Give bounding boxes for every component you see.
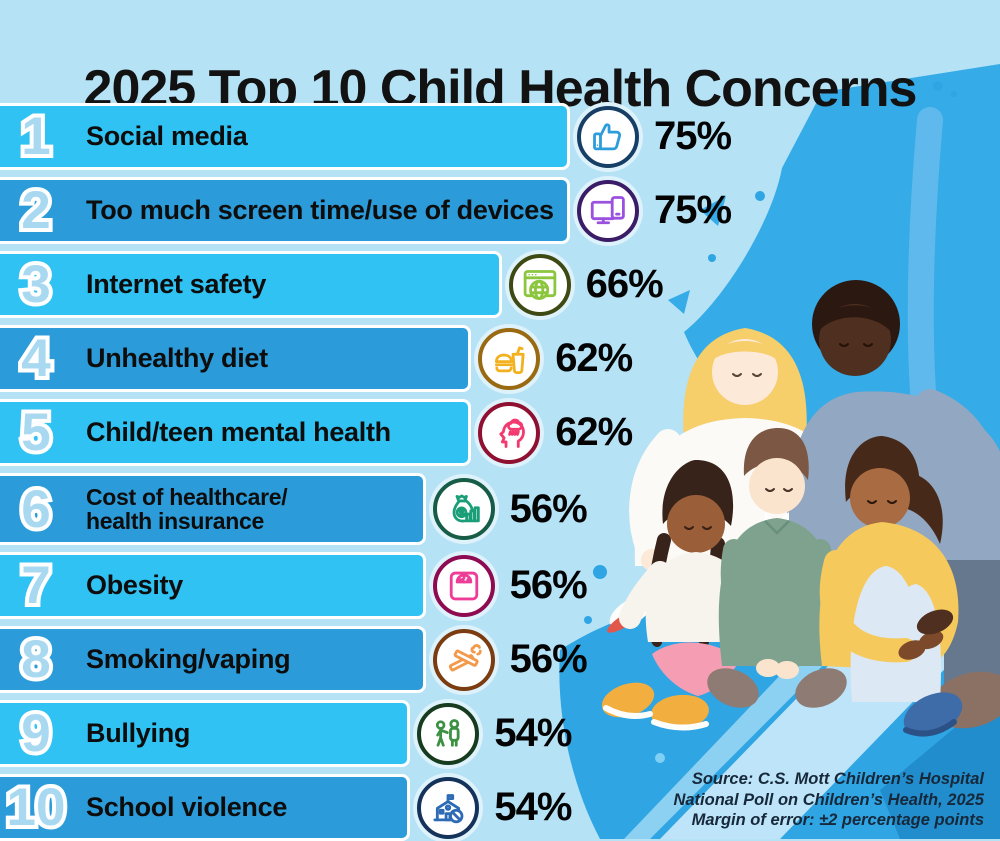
boy-green-sweater bbox=[707, 428, 847, 708]
percent-value: 75% bbox=[654, 188, 732, 232]
concerns-list: 1 1 Social media 75% 2 2 Too much screen time/… bbox=[0, 103, 1000, 841]
concern-bar: 10 10 School violence bbox=[0, 774, 411, 841]
concern-bar: 5 5 Child/teen mental health bbox=[0, 399, 472, 466]
percent-value: 54% bbox=[494, 711, 572, 755]
percent-value: 62% bbox=[555, 410, 633, 454]
concern-label: Child/teen mental health bbox=[86, 417, 391, 448]
concern-label: Bullying bbox=[86, 718, 191, 749]
concern-row: 2 2 Too much screen time/use of devices 75% bbox=[0, 177, 1000, 244]
source-line-2: National Poll on Children’s Health, 2025 bbox=[673, 790, 984, 809]
concern-label: Social media bbox=[86, 121, 248, 152]
source-attribution: Source: C.S. Mott Children’s Hospital Na… bbox=[673, 769, 984, 831]
healthcare-cost-icon bbox=[432, 478, 495, 540]
concern-bar: 1 1 Social media bbox=[0, 103, 570, 170]
concern-label: Unhealthy diet bbox=[86, 343, 268, 374]
weight-scale-icon bbox=[432, 554, 495, 617]
percent-value: 54% bbox=[494, 785, 572, 829]
concern-row: 1 1 Social media 75% bbox=[0, 103, 1000, 170]
concern-label: Obesity bbox=[86, 570, 183, 601]
concern-row: 3 3 Internet safety 66% bbox=[0, 251, 1000, 318]
source-line-3: Margin of error: ±2 percentage points bbox=[691, 811, 984, 830]
concern-label: School violence bbox=[86, 792, 288, 823]
concern-row: 7 7 Obesity 56% bbox=[0, 552, 1000, 619]
concern-row: 8 8 Smoking/vaping 56% bbox=[0, 626, 1000, 693]
girl-yellow-sweater bbox=[819, 436, 963, 737]
concern-row: 4 4 Unhealthy diet 62% bbox=[0, 325, 1000, 392]
percent-value: 75% bbox=[654, 114, 732, 158]
percent-value: 62% bbox=[555, 336, 633, 380]
devices-icon bbox=[577, 179, 639, 242]
concern-bar: 8 8 Smoking/vaping bbox=[0, 626, 426, 693]
bullying-icon bbox=[417, 702, 480, 765]
concern-bar: 4 4 Unhealthy diet bbox=[0, 325, 472, 392]
girl-with-braids bbox=[601, 460, 748, 731]
percent-value: 66% bbox=[585, 262, 664, 306]
concern-label: Internet safety bbox=[86, 269, 267, 300]
concern-bar: 6 6 Cost of healthcare/health insurance bbox=[0, 473, 426, 545]
percent-value: 56% bbox=[509, 563, 588, 607]
concern-row: 5 5 Child/teen mental health 62% bbox=[0, 399, 1000, 466]
concern-row: 6 6 Cost of healthcare/health insurance 56% bbox=[0, 473, 1000, 545]
children-figures bbox=[601, 280, 1000, 737]
mental-health-icon bbox=[478, 401, 541, 464]
source-line-1: Source: C.S. Mott Children’s Hospital bbox=[691, 770, 984, 789]
percent-value: 56% bbox=[509, 637, 588, 681]
smoking-vaping-icon bbox=[432, 628, 495, 691]
concern-bar: 9 9 Bullying bbox=[0, 700, 411, 767]
concern-bar: 2 2 Too much screen time/use of devices bbox=[0, 177, 570, 244]
fast-food-icon bbox=[478, 327, 541, 390]
concern-row: 9 9 Bullying 54% bbox=[0, 700, 1000, 767]
thumbs-up-icon bbox=[577, 105, 639, 168]
internet-safety-icon bbox=[508, 253, 571, 316]
percent-value: 56% bbox=[509, 486, 588, 531]
concern-label: Cost of healthcare/health insurance bbox=[86, 483, 288, 534]
concern-label: Smoking/vaping bbox=[86, 644, 291, 675]
concern-bar: 7 7 Obesity bbox=[0, 552, 426, 619]
concern-bar: 3 3 Internet safety bbox=[0, 251, 502, 318]
rank-number: 10 10 bbox=[3, 777, 70, 838]
concern-row: 10 10 School violence 54% bbox=[0, 774, 1000, 841]
concern-label: Too much screen time/use of devices bbox=[86, 195, 554, 226]
school-violence-icon bbox=[417, 776, 480, 839]
